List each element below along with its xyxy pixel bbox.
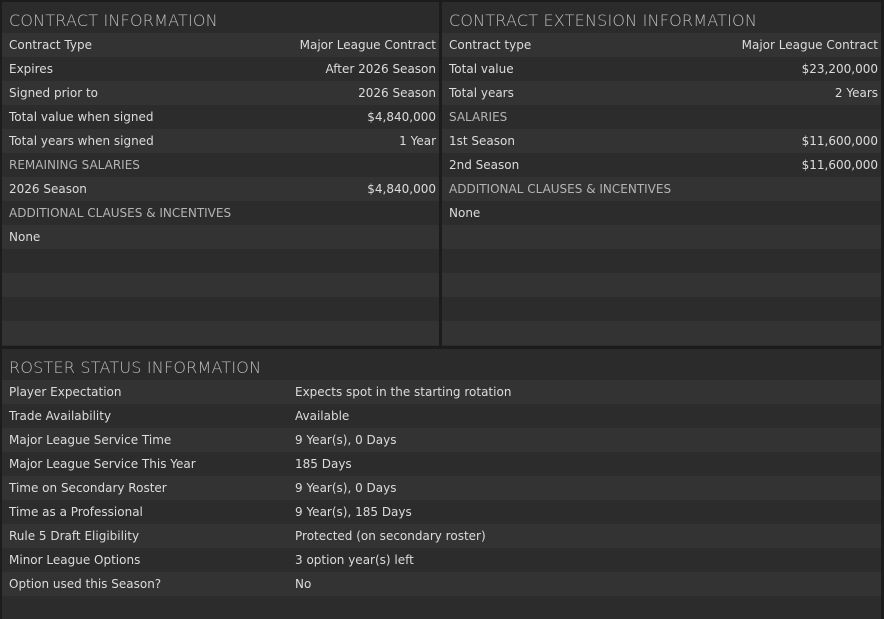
row-label: Player Expectation [9,385,122,399]
row-value: Expects spot in the starting rotation [295,385,512,399]
panel-title: CONTRACT INFORMATION [9,11,218,30]
table-row [2,297,439,321]
table-row [442,273,881,297]
row-label: Expires [9,62,53,76]
row-label: Contract type [449,38,532,52]
table-row: 2026 Season $4,840,000 [2,177,439,201]
table-row: Total value $23,200,000 [442,57,881,81]
row-value: 1 Year [399,134,436,148]
row-label: REMAINING SALARIES [9,158,140,172]
table-row: Major League Service Time 9 Year(s), 0 Da… [2,428,881,452]
row-value: $11,600,000 [801,158,878,172]
roster-status-panel: ROSTER STATUS INFORMATION Player Expecta… [2,349,881,619]
row-value: 9 Year(s), 185 Days [295,505,412,519]
row-value: $4,840,000 [367,182,436,196]
row-value: 9 Year(s), 0 Days [295,433,397,447]
row-label: Major League Service This Year [9,457,196,471]
section-header: ADDITIONAL CLAUSES & INCENTIVES [2,201,439,225]
row-label: ADDITIONAL CLAUSES & INCENTIVES [449,182,672,196]
row-label: Time on Secondary Roster [9,481,167,495]
row-value: 185 Days [295,457,352,471]
row-label: Total value when signed [9,110,154,124]
row-label: 2nd Season [449,158,520,172]
table-row: Time as a Professional 9 Year(s), 185 Day… [2,500,881,524]
row-label: 2026 Season [9,182,87,196]
row-label: Time as a Professional [9,505,143,519]
row-label: Major League Service Time [9,433,172,447]
panel-title: CONTRACT EXTENSION INFORMATION [449,11,757,30]
row-value: 2026 Season [358,86,436,100]
row-label: Trade Availability [9,409,112,423]
row-value: Protected (on secondary roster) [295,529,486,543]
table-row: 2nd Season $11,600,000 [442,153,881,177]
table-row: Contract Type Major League Contract [2,33,439,57]
table-row [442,225,881,249]
table-row: 1st Season $11,600,000 [442,129,881,153]
row-value: After 2026 Season [325,62,436,76]
row-value: $4,840,000 [367,110,436,124]
contract-information-panel: CONTRACT INFORMATION Contract Type Major … [2,2,439,346]
table-row [2,321,439,345]
table-row: Player Expectation Expects spot in the st… [2,380,881,404]
table-row: Contract type Major League Contract [442,33,881,57]
table-row: None [2,225,439,249]
table-row: None [442,201,881,225]
table-row [442,249,881,273]
row-label: Signed prior to [9,86,99,100]
table-row: Trade Availability Available [2,404,881,428]
row-label: Minor League Options [9,553,141,567]
row-value: 2 Years [834,86,878,100]
section-header: REMAINING SALARIES [2,153,439,177]
table-row: Total value when signed $4,840,000 [2,105,439,129]
row-label: SALARIES [449,110,508,124]
row-label: 1st Season [449,134,515,148]
table-row [2,273,439,297]
table-row: Expires After 2026 Season [2,57,439,81]
row-label: None [449,206,481,220]
table-row [2,249,439,273]
row-label: Total years when signed [9,134,154,148]
row-label: Total years [449,86,514,100]
table-row: Time on Secondary Roster 9 Year(s), 0 Day… [2,476,881,500]
row-label: Rule 5 Draft Eligibility [9,529,140,543]
panel-title: ROSTER STATUS INFORMATION [9,358,262,377]
row-label: Contract Type [9,38,92,52]
row-value: Available [295,409,350,423]
row-value: Major League Contract [741,38,878,52]
table-row: Total years when signed 1 Year [2,129,439,153]
table-row [442,321,881,345]
row-value: $11,600,000 [801,134,878,148]
table-row: Rule 5 Draft Eligibility Protected (on se… [2,524,881,548]
table-row: Major League Service This Year 185 Days [2,452,881,476]
row-value: Major League Contract [299,38,436,52]
row-value: $23,200,000 [801,62,878,76]
contract-extension-panel: CONTRACT EXTENSION INFORMATION Contract … [442,2,881,346]
row-label: Option used this Season? [9,577,162,591]
row-value: 3 option year(s) left [295,553,414,567]
section-header: SALARIES [442,105,881,129]
row-label: None [9,230,41,244]
table-row: Option used this Season? No [2,572,881,596]
row-label: ADDITIONAL CLAUSES & INCENTIVES [9,206,232,220]
table-row [2,596,881,619]
table-row: Signed prior to 2026 Season [2,81,439,105]
row-value: 9 Year(s), 0 Days [295,481,397,495]
table-row: Minor League Options 3 option year(s) lef… [2,548,881,572]
section-header: ADDITIONAL CLAUSES & INCENTIVES [442,177,881,201]
table-row: Total years 2 Years [442,81,881,105]
row-label: Total value [449,62,514,76]
row-value: No [295,577,312,591]
table-row [442,297,881,321]
